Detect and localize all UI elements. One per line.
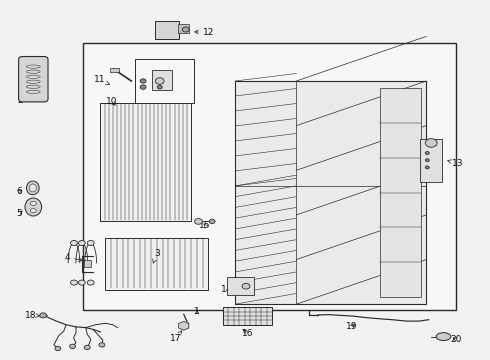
Polygon shape: [179, 321, 189, 330]
Text: 2: 2: [18, 96, 29, 105]
Text: 12: 12: [195, 28, 214, 37]
Circle shape: [55, 346, 61, 351]
Text: 1: 1: [194, 307, 200, 316]
Bar: [380, 88, 421, 297]
Circle shape: [40, 313, 47, 318]
Circle shape: [140, 85, 146, 89]
Circle shape: [425, 166, 429, 169]
Bar: [227, 277, 254, 295]
Circle shape: [70, 344, 75, 348]
Circle shape: [425, 159, 429, 162]
Bar: [155, 21, 179, 39]
Text: 4: 4: [65, 253, 82, 262]
Ellipse shape: [436, 333, 451, 341]
Text: 9: 9: [150, 73, 165, 82]
Text: 10: 10: [106, 97, 118, 106]
Ellipse shape: [25, 198, 42, 216]
Bar: [83, 43, 456, 310]
Circle shape: [87, 240, 94, 246]
Text: 16: 16: [242, 328, 253, 338]
Bar: [235, 81, 426, 304]
Bar: [105, 238, 208, 290]
Text: 5: 5: [17, 209, 23, 217]
Bar: [110, 68, 119, 72]
Text: 6: 6: [17, 187, 23, 196]
Text: 18: 18: [24, 310, 39, 320]
Circle shape: [195, 219, 202, 224]
Text: 8: 8: [167, 85, 175, 94]
Circle shape: [155, 78, 164, 84]
Circle shape: [99, 343, 105, 347]
Circle shape: [242, 283, 250, 289]
FancyBboxPatch shape: [19, 57, 48, 102]
Text: 14: 14: [220, 285, 237, 294]
Text: 7: 7: [174, 96, 183, 105]
Text: 13: 13: [448, 159, 464, 168]
Text: 17: 17: [170, 331, 182, 343]
Circle shape: [209, 219, 215, 224]
Bar: [100, 103, 191, 221]
Ellipse shape: [30, 201, 36, 206]
Ellipse shape: [30, 208, 36, 213]
Text: 3: 3: [153, 249, 160, 263]
Bar: [152, 70, 172, 90]
Text: 11: 11: [94, 76, 110, 85]
Text: 15: 15: [199, 220, 211, 230]
Circle shape: [84, 345, 90, 350]
Bar: [223, 307, 272, 325]
Circle shape: [78, 240, 85, 246]
Bar: [84, 260, 91, 267]
Circle shape: [425, 152, 429, 154]
Circle shape: [425, 139, 437, 147]
Circle shape: [182, 27, 189, 32]
Circle shape: [78, 280, 85, 285]
Bar: [420, 139, 442, 182]
Text: 20: 20: [450, 335, 462, 343]
Ellipse shape: [29, 184, 36, 192]
Circle shape: [140, 79, 146, 83]
Bar: [178, 24, 189, 33]
Circle shape: [71, 280, 77, 285]
Ellipse shape: [26, 181, 39, 195]
Text: 19: 19: [346, 323, 358, 331]
Circle shape: [71, 240, 77, 246]
Bar: [135, 59, 194, 103]
Circle shape: [157, 85, 162, 89]
Circle shape: [87, 280, 94, 285]
